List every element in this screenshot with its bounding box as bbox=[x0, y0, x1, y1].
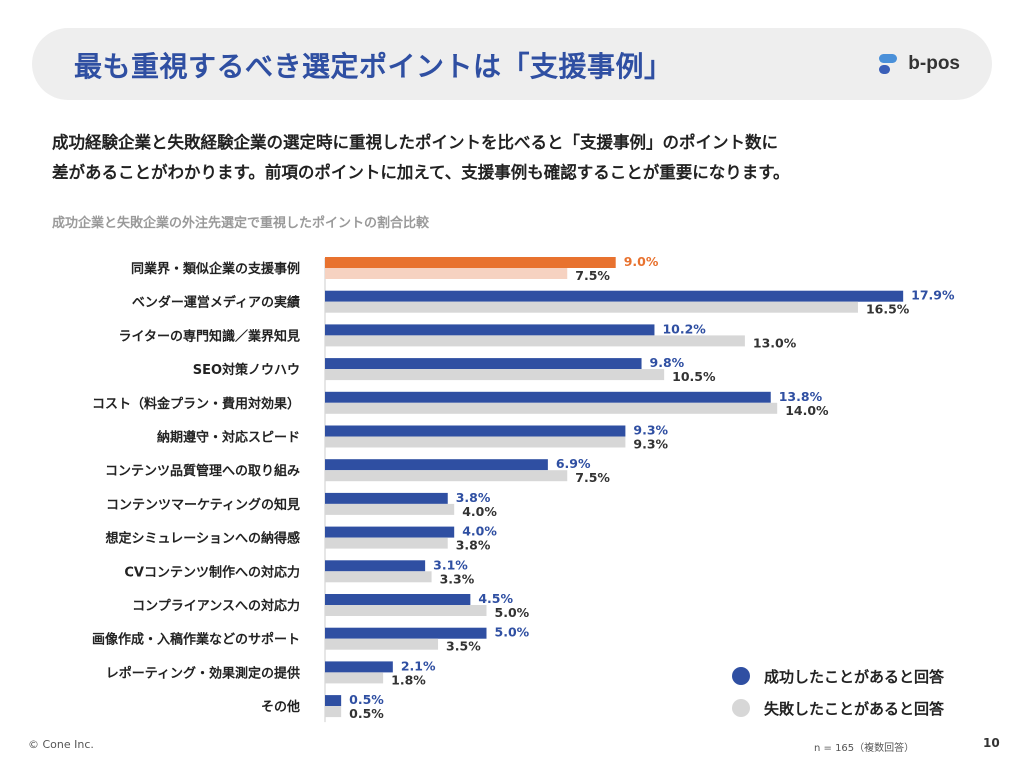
legend-success-label: 成功したことがあると回答 bbox=[764, 667, 945, 686]
value-label-success: 4.5% bbox=[478, 591, 513, 606]
value-label-success: 6.9% bbox=[556, 456, 591, 471]
header-banner: 最も重視するべき選定ポイントは「支援事例」 b-pos bbox=[32, 28, 992, 100]
bar-success bbox=[325, 324, 655, 336]
category-label: CVコンテンツ制作への対応力 bbox=[124, 564, 300, 580]
bar-failure bbox=[325, 335, 745, 347]
value-label-failure: 3.3% bbox=[440, 571, 475, 586]
value-label-success: 9.3% bbox=[633, 423, 668, 438]
category-label: コンテンツマーケティングの知見 bbox=[106, 497, 300, 513]
bar-failure bbox=[325, 672, 384, 684]
value-label-success: 17.9% bbox=[911, 288, 955, 303]
value-label-failure: 5.0% bbox=[495, 605, 530, 620]
value-label-failure: 9.3% bbox=[633, 437, 668, 452]
legend-success-swatch bbox=[732, 667, 750, 685]
category-label: ベンダー運営メディアの実績 bbox=[132, 295, 300, 311]
bar-success bbox=[325, 627, 487, 639]
bar-success bbox=[325, 594, 471, 605]
bar-failure bbox=[325, 470, 568, 482]
bar-failure bbox=[325, 537, 448, 549]
value-label-success: 4.0% bbox=[462, 524, 497, 539]
value-label-success: 0.5% bbox=[349, 692, 384, 707]
logo-text: b-pos bbox=[908, 53, 960, 74]
category-label: コスト（料金プラン・費用対効果） bbox=[92, 396, 300, 412]
intro-text: 成功経験企業と失敗経験企業の選定時に重視したポイントを比べると「支援事例」のポイ… bbox=[52, 128, 982, 188]
intro-line-1: 成功経験企業と失敗経験企業の選定時に重視したポイントを比べると「支援事例」のポイ… bbox=[52, 133, 778, 152]
value-label-failure: 0.5% bbox=[349, 706, 384, 721]
bar-success bbox=[325, 459, 548, 471]
value-label-failure: 13.0% bbox=[753, 335, 797, 350]
legend-item-failure: 失敗したことがあると回答 bbox=[732, 692, 944, 724]
value-label-failure: 14.0% bbox=[785, 403, 829, 418]
value-label-failure: 7.5% bbox=[575, 268, 610, 283]
bar-success bbox=[325, 391, 771, 403]
bar-success bbox=[325, 526, 455, 538]
category-label: 同業界・類似企業の支援事例 bbox=[131, 261, 300, 277]
bar-failure bbox=[325, 436, 626, 448]
value-label-success: 3.8% bbox=[456, 490, 491, 505]
value-label-success: 13.8% bbox=[779, 389, 823, 404]
bar-failure bbox=[325, 638, 439, 650]
bar-failure bbox=[325, 402, 778, 414]
intro-line-2: 差があることがわかります。前項のポイントに加えて、支援事例も確認することが重要に… bbox=[52, 163, 790, 182]
copyright: © Cone Inc. bbox=[28, 738, 94, 751]
value-label-failure: 16.5% bbox=[866, 302, 910, 317]
value-label-failure: 4.0% bbox=[462, 504, 497, 519]
category-label: SEO対策ノウハウ bbox=[193, 362, 300, 378]
value-label-success: 9.0% bbox=[624, 254, 659, 269]
category-label: 画像作成・入稿作業などのサポート bbox=[92, 632, 300, 648]
bar-failure bbox=[325, 369, 665, 381]
brand-logo: b-pos bbox=[876, 52, 960, 76]
category-label: レポーティング・効果測定の提供 bbox=[106, 665, 300, 681]
bar-success bbox=[325, 257, 616, 268]
sample-note: n = 165（複数回答） bbox=[814, 743, 915, 754]
value-label-failure: 3.8% bbox=[456, 538, 491, 553]
legend-item-success: 成功したことがあると回答 bbox=[732, 660, 944, 692]
legend: 成功したことがあると回答 失敗したことがあると回答 bbox=[732, 660, 944, 724]
bar-success bbox=[325, 425, 626, 437]
category-label: 納期遵守・対応スピード bbox=[157, 430, 300, 446]
bar-success bbox=[325, 695, 342, 707]
bar-failure bbox=[325, 301, 858, 313]
legend-failure-swatch bbox=[732, 699, 750, 717]
value-label-success: 10.2% bbox=[662, 321, 706, 336]
value-label-failure: 3.5% bbox=[446, 639, 481, 654]
bar-success bbox=[325, 290, 904, 302]
page-title: 最も重視するべき選定ポイントは「支援事例」 bbox=[74, 50, 673, 83]
bar-success bbox=[325, 661, 393, 673]
bar-failure bbox=[325, 503, 455, 515]
value-label-failure: 1.8% bbox=[391, 672, 426, 687]
category-label: コンプライアンスへの対応力 bbox=[132, 598, 300, 614]
legend-failure-label: 失敗したことがあると回答 bbox=[764, 699, 945, 718]
page-number: 10 bbox=[983, 736, 1000, 750]
bar-failure bbox=[325, 605, 487, 616]
value-label-failure: 10.5% bbox=[672, 369, 716, 384]
bar-success bbox=[325, 492, 448, 504]
bar-failure bbox=[325, 571, 432, 583]
bar-failure bbox=[325, 268, 568, 279]
category-label: その他 bbox=[261, 699, 300, 715]
chart-title: 成功企業と失敗企業の外注先選定で重視したポイントの割合比較 bbox=[52, 216, 430, 231]
value-label-failure: 7.5% bbox=[575, 470, 610, 485]
category-label: 想定シミュレーションへの納得感 bbox=[106, 531, 300, 547]
value-label-success: 9.8% bbox=[650, 355, 685, 370]
value-label-success: 5.0% bbox=[495, 625, 530, 640]
category-label: ライターの専門知識／業界知見 bbox=[119, 328, 300, 344]
value-label-success: 3.1% bbox=[433, 557, 468, 572]
value-label-success: 2.1% bbox=[401, 658, 436, 673]
bar-success bbox=[325, 560, 426, 572]
bar-success bbox=[325, 358, 642, 370]
b-pos-logo-icon bbox=[879, 54, 898, 74]
category-label: コンテンツ品質管理への取り組み bbox=[105, 463, 300, 479]
bar-chart: 同業界・類似企業の支援事例9.0%7.5%ベンダー運営メディアの実績17.9%1… bbox=[92, 254, 955, 723]
bar-failure bbox=[325, 706, 342, 718]
